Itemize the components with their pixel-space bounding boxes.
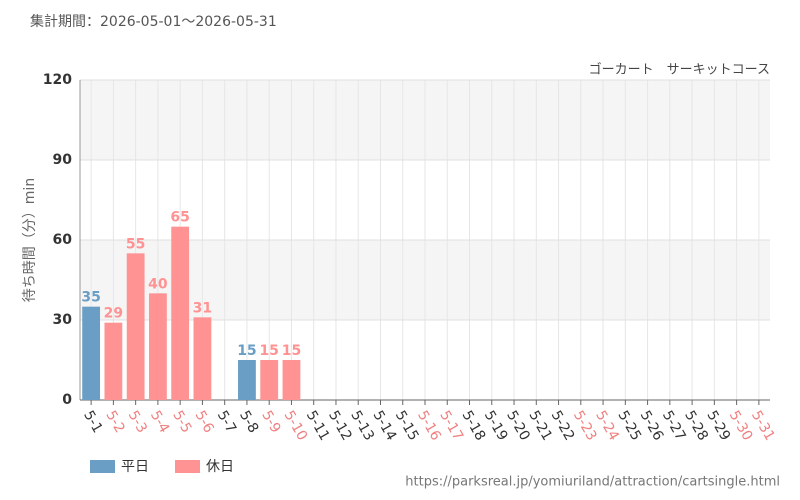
- value-label: 29: [104, 306, 123, 322]
- x-tick-label: 5-7: [214, 408, 239, 436]
- x-tick-label: 5-31: [748, 408, 778, 444]
- bar: [193, 317, 212, 400]
- source-url: https://parksreal.jp/yomiuriland/attract…: [405, 475, 780, 490]
- value-label: 31: [193, 300, 212, 316]
- value-label: 65: [170, 210, 189, 226]
- value-label: 15: [282, 343, 301, 359]
- x-tick-label: 5-2: [102, 408, 127, 436]
- value-label: 40: [148, 276, 168, 292]
- y-tick-label: 0: [62, 392, 72, 408]
- legend-label: 休日: [206, 459, 234, 475]
- value-label: 15: [259, 343, 278, 359]
- x-tick-label: 5-6: [191, 408, 216, 436]
- y-tick-label: 120: [43, 72, 72, 88]
- bar: [260, 360, 279, 400]
- legend-label: 平日: [121, 459, 149, 475]
- legend-swatch: [175, 460, 200, 473]
- value-label: 55: [126, 236, 145, 252]
- bar: [282, 360, 301, 400]
- y-tick-label: 90: [53, 152, 73, 168]
- value-label: 35: [81, 290, 100, 306]
- x-tick-label: 5-9: [258, 408, 283, 436]
- chart-subtitle: ゴーカート サーキットコース: [589, 62, 770, 78]
- x-tick-label: 5-3: [125, 408, 150, 436]
- x-tick-label: 5-5: [169, 408, 194, 436]
- period: 集計期間：2026-05-01～2026-05-31: [30, 13, 277, 30]
- bar: [104, 322, 123, 400]
- x-tick-label: 5-4: [147, 408, 172, 436]
- bar: [126, 253, 145, 400]
- legend-swatch: [90, 460, 115, 473]
- value-label: 15: [237, 343, 256, 359]
- bar: [238, 360, 256, 400]
- bar: [171, 226, 190, 400]
- y-tick-label: 60: [53, 232, 73, 248]
- bar: [82, 306, 101, 400]
- x-tick-label: 5-1: [80, 408, 105, 436]
- bar: [149, 293, 167, 400]
- y-tick-label: 30: [53, 312, 73, 328]
- y-axis-label: 待ち時間（分）min: [22, 178, 38, 302]
- x-tick-label: 5-8: [236, 408, 261, 436]
